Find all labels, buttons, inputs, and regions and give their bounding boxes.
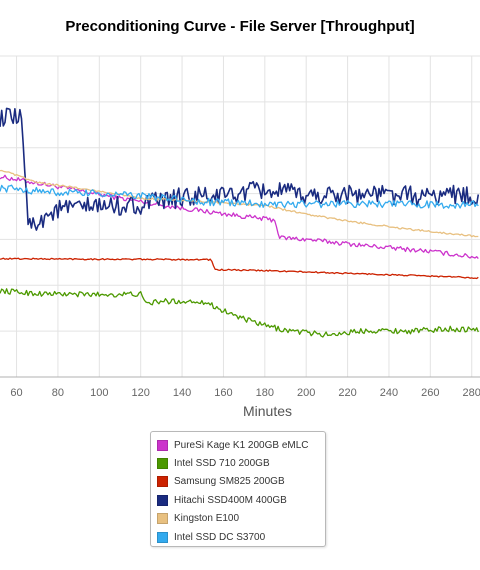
x-tick-label: 80 bbox=[52, 387, 64, 399]
x-tick-label: 200 bbox=[297, 387, 315, 399]
legend-swatch bbox=[157, 494, 168, 506]
x-tick-label: 120 bbox=[132, 387, 150, 399]
legend-label: Kingston E100 bbox=[174, 513, 240, 525]
x-tick-label: 160 bbox=[214, 387, 232, 399]
legend-item: Kingston E100 bbox=[157, 510, 319, 528]
x-axis-label: Minutes bbox=[242, 403, 293, 419]
x-tick-label: 240 bbox=[380, 387, 398, 399]
legend-item: Samsung SM825 200GB bbox=[157, 473, 319, 491]
legend-label: Samsung SM825 200GB bbox=[174, 476, 285, 488]
legend-swatch bbox=[157, 513, 168, 525]
x-tick-label: 100 bbox=[90, 387, 108, 399]
legend-item: Hitachi SSD400M 400GB bbox=[157, 491, 319, 509]
series-line bbox=[0, 174, 479, 260]
legend-item: Intel SSD DC S3700 bbox=[157, 528, 319, 546]
legend-label: Intel SSD 710 200GB bbox=[174, 458, 270, 470]
series-line bbox=[0, 257, 479, 280]
legend-item: PureSi Kage K1 200GB eMLC bbox=[157, 436, 319, 454]
legend-item: Intel SSD 710 200GB bbox=[157, 454, 319, 472]
legend-label: Intel SSD DC S3700 bbox=[174, 531, 266, 543]
legend-swatch bbox=[157, 531, 168, 543]
x-tick-label: 280 bbox=[463, 387, 480, 399]
chart-title: Preconditioning Curve - File Server [Thr… bbox=[65, 18, 415, 35]
legend-swatch bbox=[157, 458, 168, 470]
series-line bbox=[0, 107, 480, 231]
legend: PureSi Kage K1 200GB eMLC Intel SSD 710 2… bbox=[150, 431, 326, 547]
x-tick-label: 260 bbox=[421, 387, 439, 399]
plot-area: 60 80 100 120 140 160 180 200 220 240 260 280 bbox=[0, 55, 480, 399]
x-tick-label: 220 bbox=[338, 387, 356, 399]
legend-swatch bbox=[157, 476, 168, 488]
legend-label: Hitachi SSD400M 400GB bbox=[174, 494, 287, 506]
legend-swatch bbox=[157, 439, 168, 451]
series-line bbox=[0, 184, 479, 209]
x-tick-label: 180 bbox=[256, 387, 274, 399]
series-line bbox=[0, 288, 479, 338]
legend-label: PureSi Kage K1 200GB eMLC bbox=[174, 439, 309, 451]
x-tick-label: 60 bbox=[10, 387, 22, 399]
x-tick-label: 140 bbox=[173, 387, 191, 399]
